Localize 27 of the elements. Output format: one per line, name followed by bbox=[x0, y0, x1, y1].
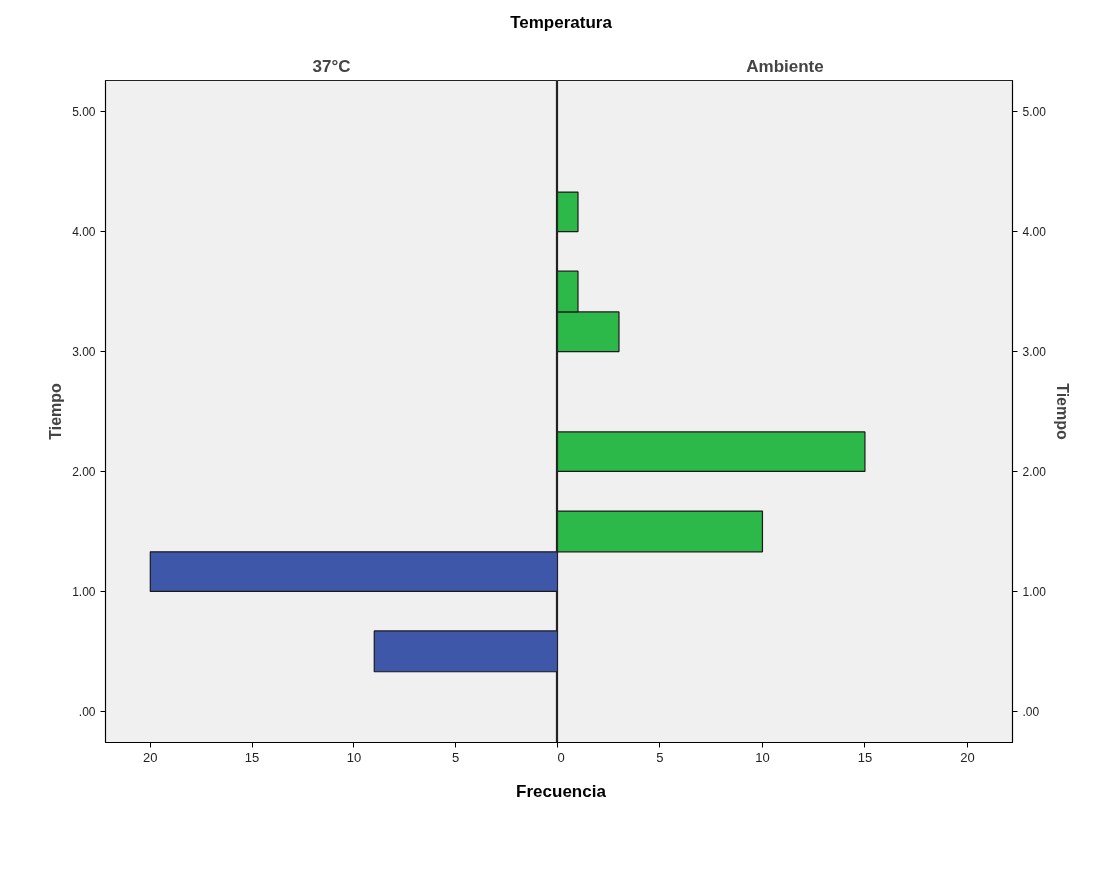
y-axis-title: Tiempo bbox=[47, 382, 65, 440]
y-tick-label: 5.00 bbox=[72, 105, 96, 120]
x-tick-label: 20 bbox=[143, 749, 158, 765]
y-tick-label: 4.00 bbox=[72, 225, 96, 240]
x-tick-label: 15 bbox=[857, 749, 873, 765]
x-axis-title: Frecuencia bbox=[516, 781, 606, 803]
x-tick-label: 10 bbox=[755, 749, 770, 765]
y-tick-label: 3.00 bbox=[1022, 345, 1047, 360]
x-tick-label: 10 bbox=[346, 749, 362, 765]
x-tick-label: 5 bbox=[452, 749, 460, 765]
y-axis-title: Tiempo bbox=[1053, 383, 1071, 441]
y-tick-label: 4.00 bbox=[1022, 225, 1047, 240]
y-tick-label: 2.00 bbox=[1022, 464, 1047, 479]
y-tick-label: .00 bbox=[1022, 704, 1040, 719]
y-tick-label: 1.00 bbox=[72, 584, 96, 599]
x-tick-label: 5 bbox=[656, 749, 664, 765]
y-tick-label: 1.00 bbox=[1022, 584, 1047, 599]
chart-subtitle: 37°C bbox=[312, 56, 351, 76]
y-tick-label: .00 bbox=[78, 704, 96, 719]
x-tick-label: 20 bbox=[960, 749, 975, 765]
x-tick-label: 15 bbox=[244, 749, 260, 765]
chart-title: Temperatura bbox=[510, 12, 612, 34]
chart-subtitle: Ambiente bbox=[746, 56, 824, 76]
y-tick-label: 5.00 bbox=[1022, 105, 1047, 120]
x-tick-label: 0 bbox=[557, 749, 565, 765]
y-tick-label: 3.00 bbox=[72, 345, 96, 360]
y-tick-label: 2.00 bbox=[72, 464, 96, 479]
